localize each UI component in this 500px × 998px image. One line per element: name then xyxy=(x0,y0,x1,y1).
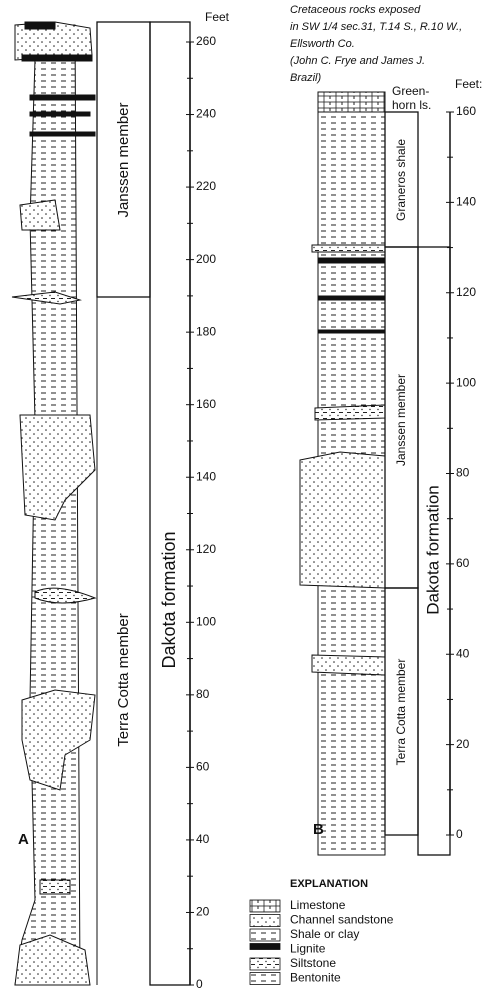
member-label: Janssen member xyxy=(394,374,408,466)
caption-line: Brazil) xyxy=(290,72,322,84)
tick-label: 160 xyxy=(456,104,476,118)
legend-swatch xyxy=(249,928,281,942)
tick-label: 220 xyxy=(196,179,216,193)
legend-label: Limestone xyxy=(290,898,346,912)
explanation-title: EXPLANATION xyxy=(290,878,368,890)
formation-label: Dakota formation xyxy=(159,531,179,668)
tick-label: 60 xyxy=(456,556,470,570)
member-label: Graneros shale xyxy=(394,139,408,221)
legend-swatch xyxy=(249,972,281,985)
tick-label: 120 xyxy=(196,542,216,556)
tick-label: 260 xyxy=(196,34,216,48)
column-label: B xyxy=(313,821,324,838)
caption: Cretaceous rocks exposed in SW 1/4 sec.3… xyxy=(290,4,462,84)
caption-line: in SW 1/4 sec.31, T.14 S., R.10 W., xyxy=(290,21,462,33)
unit-label: Green- xyxy=(392,84,429,98)
scale: 0 20 40 60 80 100 120 140 160 180 200 220 240 260 xyxy=(186,34,216,991)
column-b-lithology xyxy=(299,91,386,856)
tick-label: 20 xyxy=(196,905,210,919)
caption-line: (John C. Frye and James J. xyxy=(290,55,425,67)
tick-label: 160 xyxy=(196,397,216,411)
formation-label: Dakota formation xyxy=(423,485,442,614)
legend-label: Bentonite xyxy=(290,971,341,985)
tick-label: 80 xyxy=(456,466,470,480)
scale-unit: Feet: xyxy=(455,77,482,91)
scale: 0 20 40 60 80 100 120 140 160 xyxy=(446,104,476,841)
legend-label: Shale or clay xyxy=(290,927,359,941)
tick-label: 80 xyxy=(196,687,210,701)
tick-label: 60 xyxy=(196,760,210,774)
scale-unit: Feet xyxy=(205,10,230,24)
tick-label: 120 xyxy=(456,285,476,299)
column-a-lithology xyxy=(11,21,97,986)
tick-label: 0 xyxy=(456,827,463,841)
tick-label: 40 xyxy=(196,832,210,846)
tick-label: 20 xyxy=(456,737,470,751)
tick-label: 100 xyxy=(196,614,216,628)
caption-line: Cretaceous rocks exposed xyxy=(290,4,421,16)
legend-label: Siltstone xyxy=(290,956,336,970)
tick-label: 140 xyxy=(196,469,216,483)
member-label: Janssen member xyxy=(115,102,132,217)
tick-label: 200 xyxy=(196,252,216,266)
legend-swatch xyxy=(249,914,281,927)
tick-label: 40 xyxy=(456,646,470,660)
member-label: Terra Cotta member xyxy=(394,659,408,766)
tick-label: 140 xyxy=(456,195,476,209)
legend-label: Lignite xyxy=(290,942,326,956)
column-label: A xyxy=(18,831,29,848)
tick-label: 240 xyxy=(196,107,216,121)
legend-swatch xyxy=(249,943,281,950)
tick-label: 100 xyxy=(456,375,476,389)
legend-label: Channel sandstone xyxy=(290,913,394,927)
formation-box xyxy=(149,21,191,986)
member-label: Terra Cotta member xyxy=(115,613,132,746)
caption-line: Ellsworth Co. xyxy=(290,38,355,50)
legend-swatch xyxy=(249,899,281,913)
tick-label: 0 xyxy=(196,977,203,991)
legend-swatch xyxy=(249,957,281,971)
unit-label: horn ls. xyxy=(392,98,431,112)
tick-label: 180 xyxy=(196,324,216,338)
